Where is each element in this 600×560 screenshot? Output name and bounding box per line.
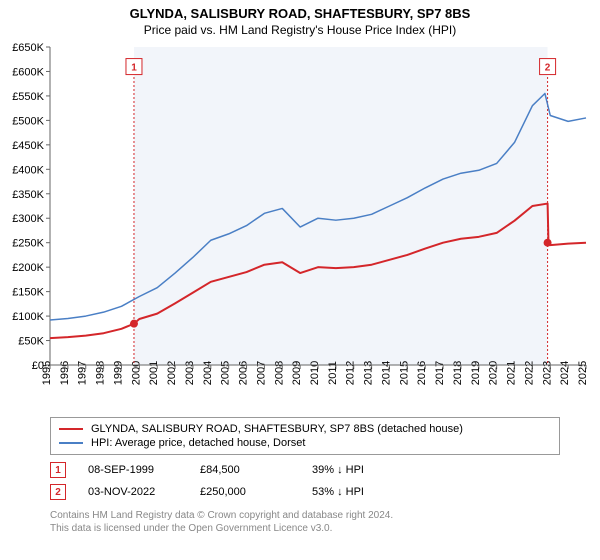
marker-badge: 1 xyxy=(50,462,66,478)
svg-text:2016: 2016 xyxy=(416,361,428,385)
svg-text:£550K: £550K xyxy=(12,91,44,103)
svg-text:2: 2 xyxy=(545,63,551,74)
svg-text:£150K: £150K xyxy=(12,287,44,299)
svg-text:£50K: £50K xyxy=(18,336,44,348)
svg-text:2014: 2014 xyxy=(380,361,392,385)
marker-price: £250,000 xyxy=(200,486,290,498)
svg-text:2012: 2012 xyxy=(345,361,357,385)
svg-text:2022: 2022 xyxy=(523,361,535,385)
footnote-line-2: This data is licensed under the Open Gov… xyxy=(50,522,560,535)
svg-text:£100K: £100K xyxy=(12,311,44,323)
svg-text:£500K: £500K xyxy=(12,115,44,127)
svg-text:2010: 2010 xyxy=(309,361,321,385)
svg-text:2008: 2008 xyxy=(273,361,285,385)
svg-text:£350K: £350K xyxy=(12,189,44,201)
legend-item: HPI: Average price, detached house, Dors… xyxy=(59,436,551,450)
svg-text:2023: 2023 xyxy=(541,361,553,385)
line-chart-svg: £0£50K£100K£150K£200K£250K£300K£350K£400… xyxy=(0,41,600,411)
footnote-line-1: Contains HM Land Registry data © Crown c… xyxy=(50,509,560,522)
svg-text:2000: 2000 xyxy=(130,361,142,385)
svg-text:2019: 2019 xyxy=(470,361,482,385)
legend: GLYNDA, SALISBURY ROAD, SHAFTESBURY, SP7… xyxy=(50,417,560,455)
svg-text:£300K: £300K xyxy=(12,213,44,225)
svg-text:£450K: £450K xyxy=(12,140,44,152)
event-markers-table: 1 08-SEP-1999 £84,500 39% ↓ HPI 2 03-NOV-2022… xyxy=(50,459,560,503)
svg-text:1: 1 xyxy=(131,63,137,74)
legend-item: GLYNDA, SALISBURY ROAD, SHAFTESBURY, SP7… xyxy=(59,422,551,436)
marker-pct: 39% ↓ HPI xyxy=(312,464,402,476)
svg-text:2009: 2009 xyxy=(291,361,303,385)
svg-text:2021: 2021 xyxy=(506,361,518,385)
svg-text:2017: 2017 xyxy=(434,361,446,385)
svg-text:2003: 2003 xyxy=(184,361,196,385)
marker-date: 03-NOV-2022 xyxy=(88,486,178,498)
svg-text:2015: 2015 xyxy=(398,361,410,385)
svg-text:2007: 2007 xyxy=(255,361,267,385)
legend-label: HPI: Average price, detached house, Dors… xyxy=(91,437,305,449)
chart-container: GLYNDA, SALISBURY ROAD, SHAFTESBURY, SP7… xyxy=(0,0,600,560)
svg-text:1997: 1997 xyxy=(77,361,89,385)
legend-swatch xyxy=(59,442,83,444)
svg-text:1996: 1996 xyxy=(59,361,71,385)
svg-text:2020: 2020 xyxy=(488,361,500,385)
svg-text:2024: 2024 xyxy=(559,361,571,385)
chart-title: GLYNDA, SALISBURY ROAD, SHAFTESBURY, SP7… xyxy=(0,0,600,21)
chart-subtitle: Price paid vs. HM Land Registry's House … xyxy=(0,21,600,41)
footnote: Contains HM Land Registry data © Crown c… xyxy=(50,509,560,535)
marker-price: £84,500 xyxy=(200,464,290,476)
svg-text:£250K: £250K xyxy=(12,238,44,250)
svg-text:1995: 1995 xyxy=(41,361,53,385)
chart-area: £0£50K£100K£150K£200K£250K£300K£350K£400… xyxy=(0,41,600,411)
svg-text:2006: 2006 xyxy=(238,361,250,385)
svg-text:£600K: £600K xyxy=(12,66,44,78)
svg-text:2004: 2004 xyxy=(202,361,214,385)
svg-text:1998: 1998 xyxy=(95,361,107,385)
marker-date: 08-SEP-1999 xyxy=(88,464,178,476)
svg-text:£200K: £200K xyxy=(12,262,44,274)
svg-text:1999: 1999 xyxy=(112,361,124,385)
svg-text:2005: 2005 xyxy=(220,361,232,385)
svg-text:2001: 2001 xyxy=(148,361,160,385)
legend-swatch xyxy=(59,428,83,430)
marker-row: 1 08-SEP-1999 £84,500 39% ↓ HPI xyxy=(50,459,560,481)
svg-text:2018: 2018 xyxy=(452,361,464,385)
svg-text:2025: 2025 xyxy=(577,361,589,385)
legend-label: GLYNDA, SALISBURY ROAD, SHAFTESBURY, SP7… xyxy=(91,423,463,435)
marker-row: 2 03-NOV-2022 £250,000 53% ↓ HPI xyxy=(50,481,560,503)
marker-badge: 2 xyxy=(50,484,66,500)
svg-text:2002: 2002 xyxy=(166,361,178,385)
svg-text:£650K: £650K xyxy=(12,42,44,54)
svg-text:£400K: £400K xyxy=(12,164,44,176)
svg-text:2013: 2013 xyxy=(363,361,375,385)
marker-pct: 53% ↓ HPI xyxy=(312,486,402,498)
